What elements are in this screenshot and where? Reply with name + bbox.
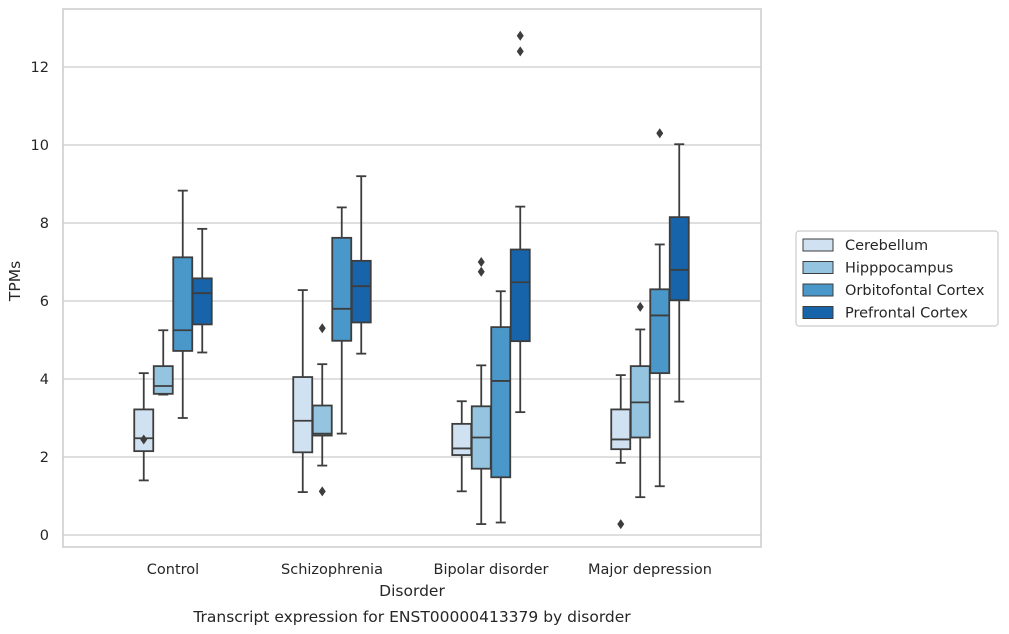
x-tick-labels: Control Schizophrenia Bipolar disorder Majo… [147,562,712,578]
y-tick-label: 0 [40,528,49,544]
x-axis-title: Disorder [379,582,445,600]
box [509,248,531,343]
box [350,259,372,324]
box-group [292,289,314,494]
legend-label: Cerebellum [845,238,928,254]
y-tick-labels: 0 2 4 6 8 10 12 [31,60,49,544]
outlier-point [318,323,326,334]
box [451,422,473,456]
outlier-point [656,128,664,139]
outlier-point [318,486,326,497]
box-group [470,257,492,525]
outlier-point [617,519,625,530]
outlier-point [140,434,148,445]
y-tick-label: 8 [40,216,49,232]
box [649,288,671,375]
y-tick-label: 12 [31,60,49,76]
y-tick-label: 6 [40,294,49,310]
y-axis-title: TPMs [6,261,24,302]
box-group [331,206,353,435]
chart-caption: Transcript expression for ENST0000041337… [192,608,631,626]
box [292,376,314,454]
x-tick-label: Major depression [588,562,712,578]
box-group [490,290,512,524]
box-group [311,323,333,497]
box [331,236,353,342]
box [133,408,155,453]
box-group [152,329,174,396]
box [610,408,632,451]
box [668,216,690,302]
box-group [629,301,651,499]
box-group [350,175,372,355]
legend-frame [795,230,999,327]
y-tick-label: 2 [40,450,49,466]
box [191,277,213,326]
box-group [649,128,671,488]
box-group [668,143,690,403]
legend-label: Orbitofontal Cortex [845,283,985,299]
outlier-point [477,257,485,267]
outlier-point [477,266,485,277]
box [311,404,333,437]
legend-label: Prefrontal Cortex [845,306,968,322]
outlier-point [516,30,524,41]
y-tick-label: 10 [31,138,49,154]
x-tick-label: Schizophrenia [281,562,383,578]
box [152,365,174,395]
box-group [610,374,632,530]
legend-swatch [802,283,834,297]
legend-swatch [802,306,834,319]
box-group [191,227,213,354]
y-tick-label: 4 [40,372,49,388]
legend-swatch [802,238,834,252]
legend: Cerebellum Hipppocampus Orbitofontal Corte… [795,230,999,327]
outlier-point [516,46,524,57]
x-tick-label: Control [147,562,199,578]
legend-swatch [802,261,834,274]
box-group [509,30,531,414]
box [172,256,194,352]
plot-boxes [133,30,690,530]
box-group [451,400,473,493]
box [490,326,512,479]
plot-frame [62,8,762,548]
legend-label: Hipppocampus [845,261,953,277]
box-group [172,189,194,419]
x-tick-label: Bipolar disorder [434,562,549,578]
outlier-point [636,301,644,312]
box-group [133,372,155,482]
